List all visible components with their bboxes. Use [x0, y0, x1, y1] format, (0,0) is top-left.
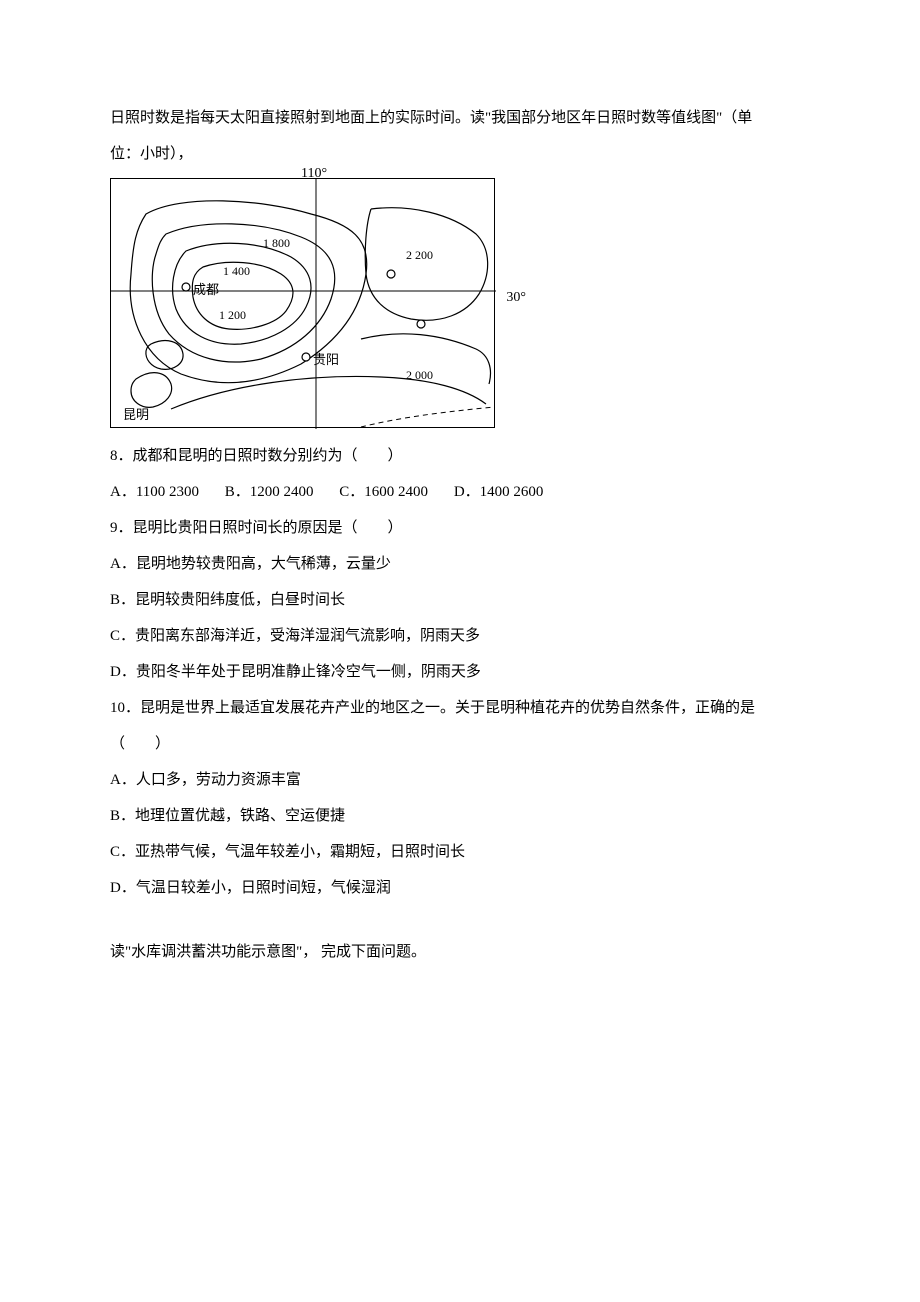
question-9: 9．昆明比贵阳日照时间长的原因是（ ） A．昆明地势较贵阳高，大气稀薄，云量少 …	[110, 510, 810, 690]
city-marker-ne	[387, 270, 395, 278]
q8-opt-d: D．1400 2600	[454, 474, 544, 510]
contour-label-1400: 1 400	[223, 264, 250, 278]
q10-opt-d: D．气温日较差小，日照时间短，气候湿润	[110, 870, 810, 906]
label-guiyang: 贵阳	[313, 352, 339, 367]
spacer	[110, 906, 810, 934]
q8-opt-c: C．1600 2400	[339, 474, 428, 510]
next-section-intro: 读"水库调洪蓄洪功能示意图"， 完成下面问题。	[110, 934, 810, 970]
city-marker-e	[417, 320, 425, 328]
city-guiyang-marker	[302, 353, 310, 361]
map-svg: 成都 贵阳 昆明 1 800 1 400 1 200 2 200 2 000	[111, 179, 496, 429]
city-chengdu-marker	[182, 283, 190, 291]
label-chengdu: 成都	[193, 282, 219, 297]
question-10: 10．昆明是世界上最适宜发展花卉产业的地区之一。关于昆明种植花卉的优势自然条件，…	[110, 690, 810, 906]
q9-opt-c: C．贵阳离东部海洋近，受海洋湿润气流影响，阴雨天多	[110, 618, 810, 654]
contour-label-2200: 2 200	[406, 248, 433, 262]
q9-opt-a: A．昆明地势较贵阳高，大气稀薄，云量少	[110, 546, 810, 582]
lat-label: 30°	[506, 281, 526, 315]
q8-opt-a: A．1100 2300	[110, 474, 199, 510]
contours	[130, 201, 490, 409]
q9-opt-b: B．昆明较贵阳纬度低，白昼时间长	[110, 582, 810, 618]
q9-stem: 9．昆明比贵阳日照时间长的原因是（ ）	[110, 510, 810, 546]
sunshine-contour-map: 成都 贵阳 昆明 1 800 1 400 1 200 2 200 2 000 1…	[110, 178, 495, 428]
intro-line-1: 日照时数是指每天太阳直接照射到地面上的实际时间。读"我国部分地区年日照时数等值线…	[110, 100, 810, 136]
q10-stem-2: （ ）	[110, 726, 810, 762]
contour-label-1200: 1 200	[219, 308, 246, 322]
q10-opt-a: A．人口多，劳动力资源丰富	[110, 762, 810, 798]
q8-opt-b: B．1200 2400	[225, 474, 314, 510]
question-8: 8．成都和昆明的日照时数分别约为（ ） A．1100 2300 B．1200 2…	[110, 438, 810, 510]
lon-label: 110°	[301, 157, 327, 191]
q10-opt-c: C．亚热带气候，气温年较差小，霜期短，日照时间长	[110, 834, 810, 870]
boundary-dashed	[361, 407, 495, 427]
contour-label-2000: 2 000	[406, 368, 433, 382]
q8-stem: 8．成都和昆明的日照时数分别约为（ ）	[110, 438, 810, 474]
q9-opt-d: D．贵阳冬半年处于昆明准静止锋冷空气一侧，阴雨天多	[110, 654, 810, 690]
contour-label-1800: 1 800	[263, 236, 290, 250]
page: 日照时数是指每天太阳直接照射到地面上的实际时间。读"我国部分地区年日照时数等值线…	[0, 0, 920, 1302]
q10-opt-b: B．地理位置优越，铁路、空运便捷	[110, 798, 810, 834]
intro-block: 日照时数是指每天太阳直接照射到地面上的实际时间。读"我国部分地区年日照时数等值线…	[110, 100, 810, 172]
q10-stem-1: 10．昆明是世界上最适宜发展花卉产业的地区之一。关于昆明种植花卉的优势自然条件，…	[110, 690, 810, 726]
q8-options: A．1100 2300 B．1200 2400 C．1600 2400 D．14…	[110, 474, 810, 510]
intro-line-2: 位：小时），	[110, 136, 810, 172]
label-kunming: 昆明	[123, 407, 149, 422]
